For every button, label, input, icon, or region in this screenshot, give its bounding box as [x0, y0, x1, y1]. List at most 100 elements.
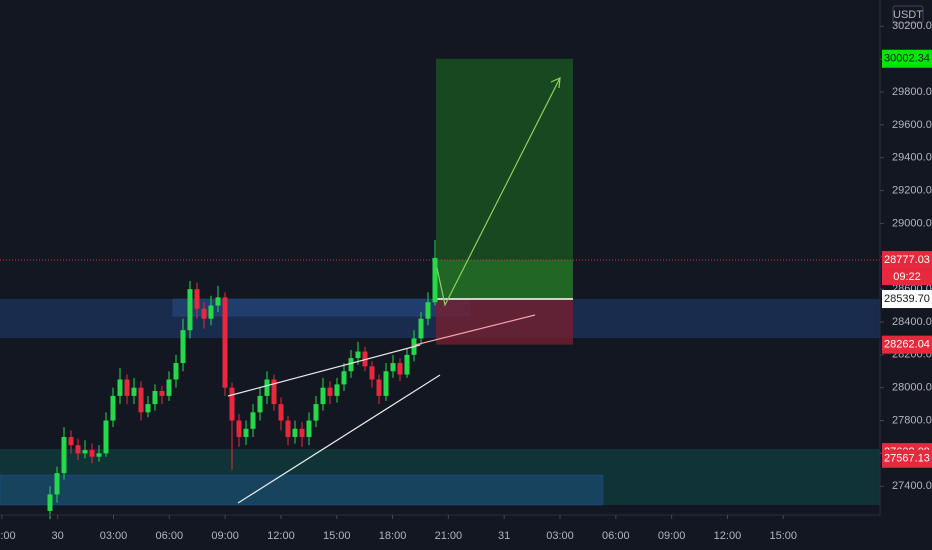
- x-tick-label: 09:00: [211, 530, 239, 542]
- candle-body: [166, 379, 172, 396]
- candle-body: [68, 436, 74, 446]
- candle-body: [271, 379, 277, 405]
- candle-body: [285, 420, 291, 437]
- candle-body: [82, 450, 88, 454]
- candle-body: [96, 453, 102, 457]
- candle-body: [215, 297, 221, 306]
- candle-body: [334, 384, 340, 396]
- candle-body: [75, 445, 81, 454]
- price-badge-label: 30002.34: [884, 53, 930, 65]
- candle-body: [383, 371, 389, 396]
- candle-body: [201, 308, 207, 319]
- price-badge: [882, 290, 932, 309]
- candle-body: [194, 289, 200, 309]
- stop-zone: [436, 299, 573, 345]
- y-tick-label: 28400.00: [892, 316, 932, 328]
- projection-arrow: [436, 77, 561, 307]
- candle-body: [257, 395, 263, 413]
- candle-body: [89, 450, 95, 457]
- x-tick-label: 21:00: [0, 530, 16, 542]
- candle-body: [397, 363, 403, 375]
- x-tick-label: 09:00: [658, 530, 686, 542]
- x-tick-label: 15:00: [323, 530, 351, 542]
- y-tick-label: 29600.00: [892, 119, 932, 131]
- price-badge: [882, 335, 932, 354]
- candle-body: [292, 428, 298, 437]
- y-tick-label: 29800.00: [892, 86, 932, 98]
- y-tick-label: 29000.00: [892, 217, 932, 229]
- open-profit: [436, 260, 573, 300]
- candle-body: [229, 387, 235, 421]
- candle-body: [376, 379, 382, 396]
- candle-body: [243, 428, 249, 437]
- candle-body: [54, 473, 60, 495]
- currency: USDT: [893, 9, 923, 21]
- candle-body: [187, 289, 193, 331]
- price-badge: [882, 449, 932, 468]
- candle-body: [404, 354, 410, 375]
- candle-body: [61, 436, 67, 474]
- price-badge-label: 27567.13: [884, 453, 930, 465]
- candle-body: [320, 387, 326, 405]
- x-tick-label: 03:00: [100, 530, 128, 542]
- candle-body: [236, 420, 242, 437]
- x-tick-label: 06:00: [156, 530, 184, 542]
- candle-body: [173, 363, 179, 380]
- candle-body: [313, 404, 319, 421]
- candle-body: [327, 387, 333, 396]
- x-tick-label: 03:00: [546, 530, 574, 542]
- x-tick-label: 18:00: [379, 530, 407, 542]
- candle-body: [362, 351, 368, 367]
- candle-body: [299, 428, 305, 437]
- candle-body: [418, 318, 424, 339]
- wedge-line: [227, 344, 421, 397]
- price-badge-label: 28262.04: [884, 339, 930, 351]
- arrow-head: [550, 77, 561, 89]
- y-tick-label: 27800.00: [892, 414, 932, 426]
- y-tick-label: 30200.00: [892, 20, 932, 32]
- candle-body: [138, 387, 144, 413]
- countdown-badge: [882, 269, 932, 286]
- trend-line: [414, 314, 536, 346]
- countdown: 09:22: [893, 271, 921, 283]
- candle-body: [103, 420, 109, 454]
- candle-body: [152, 390, 158, 405]
- y-tick-label: 29200.00: [892, 184, 932, 196]
- candle-body: [145, 404, 151, 413]
- price-badge-label: 28539.70: [884, 293, 930, 305]
- y-tick-label: 28000.00: [892, 382, 932, 394]
- candle-body: [110, 395, 116, 421]
- price-badge: [882, 49, 932, 68]
- candle-body: [124, 379, 130, 396]
- y-tick-label: 27400.00: [892, 480, 932, 492]
- candle-body: [341, 371, 347, 385]
- wedge-line: [237, 374, 441, 504]
- x-tick-label: 06:00: [602, 530, 630, 542]
- candle-body: [180, 330, 186, 364]
- candle-body: [306, 420, 312, 437]
- x-tick-label: 12:00: [267, 530, 295, 542]
- candle-body: [432, 257, 438, 303]
- candle-body: [250, 412, 256, 429]
- candle-body: [390, 363, 396, 372]
- candle-body: [159, 390, 165, 396]
- x-tick-label: 31: [498, 530, 510, 542]
- candle-body: [425, 302, 431, 319]
- candle-body: [264, 379, 270, 396]
- target-zone: [436, 58, 573, 300]
- y-tick-label: 29400.00: [892, 152, 932, 164]
- x-tick-label: 21:00: [435, 530, 463, 542]
- support-zone: [0, 474, 604, 506]
- candle-body: [117, 379, 123, 396]
- candle-body: [369, 366, 375, 380]
- candle-body: [208, 305, 214, 319]
- candle-body: [131, 387, 137, 396]
- x-tick-label: 12:00: [714, 530, 742, 542]
- price-badge: [882, 251, 932, 270]
- candle-body: [222, 297, 228, 388]
- currency-button[interactable]: [892, 5, 924, 24]
- x-tick-label: 30: [52, 530, 64, 542]
- price-badge-label: 28777.03: [884, 254, 930, 266]
- x-tick-label: 15:00: [769, 530, 797, 542]
